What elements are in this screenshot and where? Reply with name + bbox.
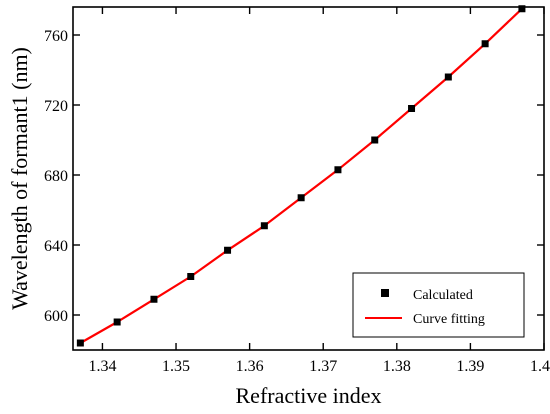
calculated-point: [113, 318, 121, 326]
calculated-point: [150, 295, 158, 303]
calculated-point: [297, 194, 305, 202]
x-axis-ticks: 1.34 1.35 1.36 1.37 1.38 1.39 1.40: [88, 7, 550, 375]
calculated-point: [518, 5, 526, 13]
calculated-point: [444, 73, 452, 81]
x-tick-label: 1.37: [309, 358, 337, 375]
y-axis-title: Wavelength of formant1 (nm): [7, 47, 32, 310]
legend-label-calculated: Calculated: [413, 288, 473, 303]
legend-label-curve-fitting: Curve fitting: [413, 312, 485, 327]
x-tick-label: 1.39: [456, 358, 484, 375]
y-tick-label: 760: [44, 28, 68, 45]
legend: Calculated Curve fitting: [352, 272, 525, 338]
legend-box: [352, 272, 525, 338]
plot-frame: [72, 6, 545, 351]
y-tick-label: 600: [44, 308, 68, 325]
y-axis-ticks: 600 640 680 720 760: [44, 28, 544, 325]
calculated-point: [371, 136, 379, 144]
calculated-point: [187, 273, 195, 280]
plot-marks: [76, 5, 526, 347]
calculated-point: [481, 40, 489, 48]
legend-marker-calculated: [381, 289, 389, 297]
x-tick-label: 1.35: [162, 358, 190, 375]
x-tick-label: 1.34: [88, 358, 116, 375]
x-tick-label: 1.40: [530, 358, 550, 375]
calculated-point: [408, 105, 416, 112]
x-tick-label: 1.36: [236, 358, 264, 375]
x-axis-title: Refractive index: [236, 383, 382, 408]
y-tick-label: 640: [44, 238, 68, 255]
y-tick-label: 680: [44, 168, 68, 185]
y-tick-label: 720: [44, 98, 68, 115]
calculated-point: [224, 246, 232, 254]
calculated-point: [334, 166, 342, 174]
x-tick-label: 1.38: [383, 358, 411, 375]
calculated-point: [260, 222, 268, 230]
calculated-point: [76, 339, 84, 347]
